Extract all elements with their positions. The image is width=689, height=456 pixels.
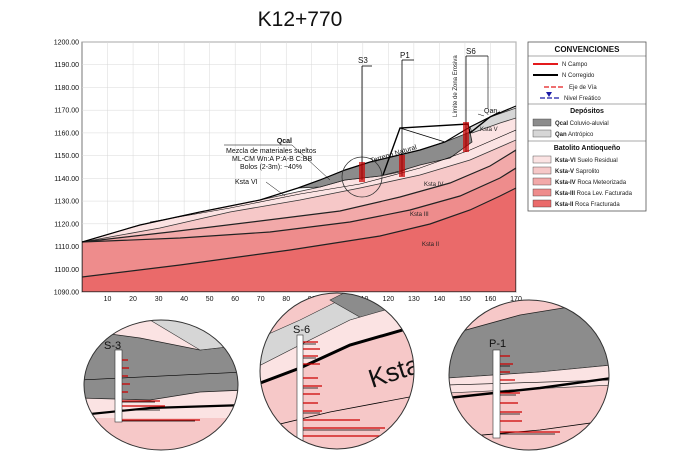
qcal-note-line: Bolos (2-3m): ~40% <box>240 164 302 171</box>
legend-desc: Roca Lev. Facturada <box>575 191 633 197</box>
x-tick-label: 80 <box>282 296 290 303</box>
zoom-panel-s3: S-3 <box>83 319 239 451</box>
legend-label: Eje de Vía <box>569 85 597 91</box>
y-tick-label: 1090.00 <box>54 290 79 297</box>
y-tick-label: 1180.00 <box>54 85 79 92</box>
x-tick-label: 30 <box>155 296 163 303</box>
borehole-s3: S3 <box>358 56 372 182</box>
x-tick-label: 20 <box>129 296 137 303</box>
cross-section-plot: S3 P1 S6 Límite de Zona Erosiva Qan Terr… <box>54 40 522 304</box>
legend-entry-qcal: Qcal Coluvio-aluvial <box>555 121 609 127</box>
x-tick-label: 150 <box>459 296 471 303</box>
x-tick-label: 120 <box>383 296 395 303</box>
legend-swatch-ksta-iv <box>532 177 552 186</box>
legend-entry-ksta-vi: Ksta-VI Suelo Residual <box>555 158 618 164</box>
legend-desc: Antrópico <box>567 132 594 138</box>
legend-batolito-title: Batolito Antioqueño <box>554 145 621 152</box>
legend-swatch-ksta-iii <box>532 188 552 197</box>
strata-layers <box>82 105 516 292</box>
qcal-note-line: Mezcla de materiales sueltos <box>226 148 317 155</box>
zone-label-ksta-vi: Ksta VI <box>235 179 258 186</box>
zone-label-ksta-ii: Ksta II <box>422 242 439 248</box>
legend-desc: Coluvio-aluvial <box>568 121 609 127</box>
zone-label-ksta-iv: Ksta IV <box>424 182 443 188</box>
legend-swatch-ksta-vi <box>532 155 552 164</box>
y-tick-label: 1200.00 <box>54 40 79 47</box>
phreatic-line <box>149 129 516 223</box>
legend-entry-ksta-v: Ksta-V Saprolito <box>555 169 600 175</box>
section-title: K12+770 <box>257 8 343 31</box>
x-tick-label: 130 <box>408 296 420 303</box>
legend-depositos-title: Depósitos <box>570 108 604 115</box>
borehole-p1-label: P1 <box>400 51 410 60</box>
borehole-s6: S6 <box>463 47 489 152</box>
legend-label: Nivel Freático <box>564 96 601 102</box>
x-tick-label: 40 <box>180 296 188 303</box>
y-tick-label: 1130.00 <box>54 199 79 206</box>
zone-label-ksta-iii: Ksta III <box>410 212 429 218</box>
x-tick-label: 170 <box>510 296 522 303</box>
x-tick-label: 70 <box>257 296 265 303</box>
qan-label: Qan <box>484 108 497 115</box>
limit-label: Límite de Zona Erosiva <box>453 55 459 117</box>
y-tick-label: 1140.00 <box>54 176 79 183</box>
layer-ksta-ii <box>82 187 516 292</box>
y-tick-label: 1170.00 <box>54 108 79 115</box>
zoom-s3-label: S-3 <box>104 340 121 352</box>
legend-desc: Suelo Residual <box>576 158 618 164</box>
legend-code: Qcal <box>555 121 568 127</box>
y-tick-label: 1110.00 <box>55 244 79 251</box>
legend-entry-ksta-iii: Ksta-III Roca Lev. Facturada <box>555 191 633 197</box>
qcal-note-title: Qcal <box>277 138 292 145</box>
x-tick-label: 160 <box>485 296 497 303</box>
legend-swatch-qan <box>532 129 552 138</box>
qcal-annotation: Qcal Mezcla de materiales sueltos ML-CM … <box>224 138 331 181</box>
x-tick-label: 50 <box>206 296 214 303</box>
legend: CONVENCIONES N Campo N Corregido Eje de … <box>527 41 647 212</box>
y-tick-label: 1190.00 <box>54 62 79 69</box>
zoom-p1-label: P-1 <box>489 338 506 350</box>
x-tick-label: 60 <box>231 296 239 303</box>
legend-code: Ksta-V <box>555 169 574 175</box>
zoom-panel-p1: P-1 <box>448 299 610 451</box>
legend-entry-qan: Qan Antrópico <box>555 132 594 138</box>
y-axis-labels: 1200.00 1190.00 1180.00 1170.00 1160.00 1150.… <box>54 40 79 297</box>
legend-swatch-qcal <box>532 118 552 127</box>
legend-code: Ksta-III <box>555 191 575 197</box>
borehole-s6-label: S6 <box>466 47 476 56</box>
zoom-s6-label: S-6 <box>293 324 310 336</box>
slope-cut-line <box>399 127 446 143</box>
legend-title: CONVENCIONES <box>555 45 621 54</box>
y-tick-label: 1160.00 <box>54 130 79 137</box>
legend-code: Ksta-II <box>555 202 574 208</box>
legend-desc: Roca Fracturada <box>573 202 620 208</box>
legend-swatch-ksta-ii <box>532 199 552 208</box>
legend-entry-ksta-ii: Ksta-II Roca Fracturada <box>555 202 620 208</box>
legend-desc: Roca Meteorizada <box>576 180 627 186</box>
y-tick-label: 1120.00 <box>54 221 79 228</box>
zone-label-ksta-v: Ksta V <box>480 127 498 133</box>
legend-label: N Corregido <box>562 73 595 79</box>
qcal-note-line: ML-CM Wn:A P:A-B C:BB <box>232 156 312 163</box>
legend-code: Ksta-VI <box>555 158 576 164</box>
zoom-panel-s6: Ksta S-6 <box>259 292 415 450</box>
y-tick-label: 1150.00 <box>54 153 79 160</box>
legend-code: Ksta-IV <box>555 180 576 186</box>
phreatic-triangle-icon <box>546 92 552 97</box>
borehole-s3-label: S3 <box>358 56 368 65</box>
legend-desc: Saprolito <box>574 169 600 175</box>
x-tick-label: 10 <box>104 296 112 303</box>
legend-code: Qan <box>555 132 567 138</box>
y-tick-label: 1100.00 <box>54 267 79 274</box>
legend-label: N Campo <box>562 62 588 68</box>
legend-entry-ksta-iv: Ksta-IV Roca Meteorizada <box>555 180 627 186</box>
borehole-p1: P1 <box>399 51 414 177</box>
x-tick-label: 140 <box>434 296 446 303</box>
legend-swatch-ksta-v <box>532 166 552 175</box>
